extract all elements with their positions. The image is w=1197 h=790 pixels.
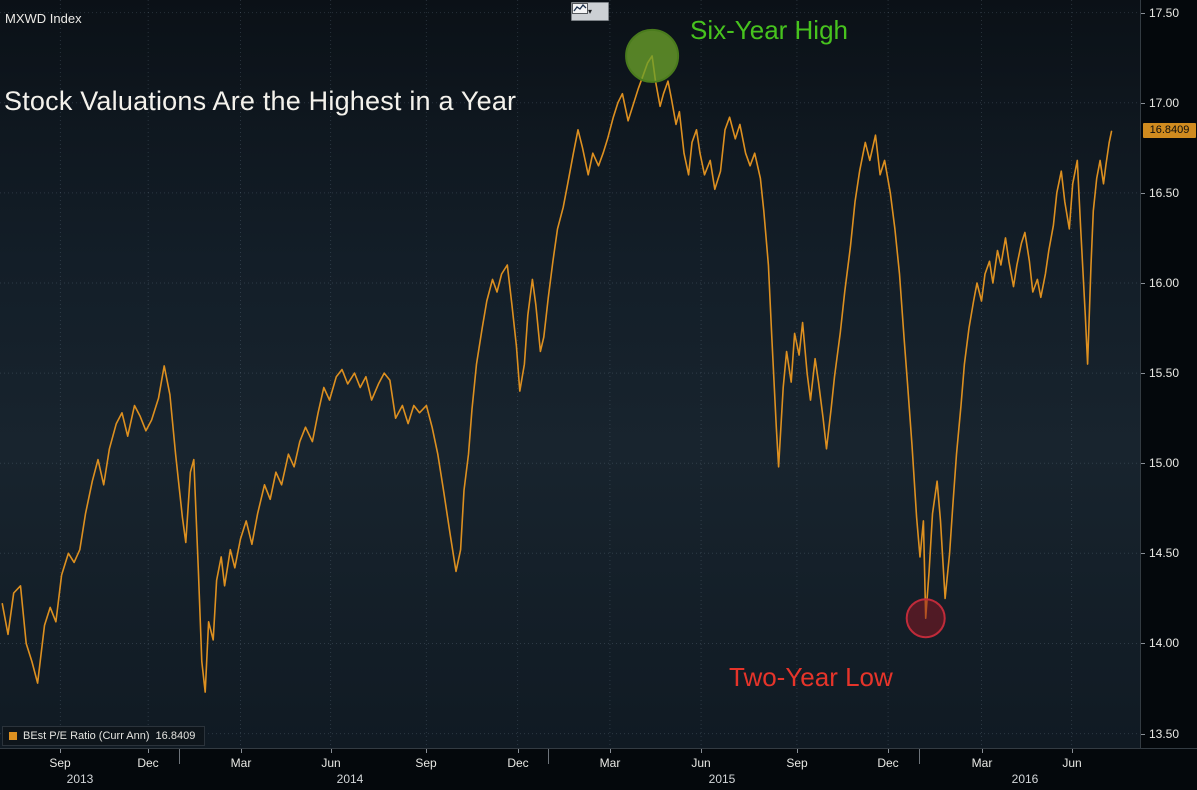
x-year-label: 2014 (336, 772, 364, 786)
right-axis: 16.8409 17.50 17.00 16.50 16.00 15.50 15.00 14… (1140, 0, 1197, 748)
legend-swatch (9, 732, 17, 740)
chart-type-icon (572, 3, 588, 14)
x-month-label: Dec (507, 756, 529, 770)
year-divider-tick (179, 749, 180, 764)
legend-value: 16.8409 (155, 730, 196, 742)
x-tick-mark (701, 749, 702, 753)
y-tick-mark (1141, 463, 1145, 464)
x-tick-mark (148, 749, 149, 753)
x-year-label: 2015 (708, 772, 736, 786)
x-tick-mark (426, 749, 427, 753)
chart-type-button[interactable]: ▾ (571, 2, 609, 21)
x-tick-mark (982, 749, 983, 753)
x-year-label: 2016 (1011, 772, 1039, 786)
x-month-label: Jun (1062, 756, 1082, 770)
y-tick-mark (1141, 193, 1145, 194)
y-tick-label: 17.00 (1149, 96, 1180, 110)
x-month-label: Sep (786, 756, 808, 770)
legend-item[interactable]: BEst P/E Ratio (Curr Ann) 16.8409 (2, 726, 206, 746)
plot-area[interactable]: MXWD Index ▾ Stock Valuations Are the Hi… (0, 0, 1140, 748)
y-tick-label: 13.50 (1149, 727, 1180, 741)
two-year-low-marker-circle (905, 598, 946, 639)
y-tick-mark (1141, 643, 1145, 644)
y-tick-mark (1141, 283, 1145, 284)
y-tick-mark (1141, 103, 1145, 104)
y-tick-mark (1141, 553, 1145, 554)
x-month-label: Jun (321, 756, 341, 770)
x-month-label: Mar (971, 756, 993, 770)
security-label: MXWD Index (5, 11, 82, 26)
x-tick-mark (241, 749, 242, 753)
x-tick-mark (610, 749, 611, 753)
two-year-low-label: Two-Year Low (729, 662, 893, 692)
x-tick-mark (1072, 749, 1073, 753)
x-year-label: 2013 (66, 772, 94, 786)
price-chart-svg (0, 0, 1140, 748)
y-tick-mark (1141, 734, 1145, 735)
x-tick-mark (331, 749, 332, 753)
year-divider-tick (548, 749, 549, 764)
x-month-label: Dec (137, 756, 159, 770)
y-tick-label: 17.50 (1149, 6, 1180, 20)
x-tick-mark (888, 749, 889, 753)
y-tick-label: 15.50 (1149, 366, 1180, 380)
x-month-label: Mar (599, 756, 621, 770)
x-month-label: Jun (691, 756, 711, 770)
y-tick-label: 14.00 (1149, 636, 1180, 650)
legend-series-label: BEst P/E Ratio (Curr Ann) (23, 730, 150, 742)
x-month-label: Sep (415, 756, 437, 770)
bottom-axis: Sep Dec Mar Jun Sep Dec Mar Jun Sep Dec Mar Jun 2013… (0, 748, 1197, 790)
last-price-badge: 16.8409 (1143, 123, 1196, 138)
year-divider-tick (919, 749, 920, 764)
x-month-label: Dec (877, 756, 899, 770)
x-month-label: Mar (230, 756, 252, 770)
x-tick-mark (60, 749, 61, 753)
y-tick-label: 16.50 (1149, 186, 1180, 200)
y-tick-label: 15.00 (1149, 456, 1180, 470)
y-tick-mark (1141, 373, 1145, 374)
chart-title: Stock Valuations Are the Highest in a Ye… (4, 86, 517, 116)
x-tick-mark (518, 749, 519, 753)
x-month-label: Sep (49, 756, 71, 770)
y-tick-label: 14.50 (1149, 546, 1180, 560)
y-tick-label: 16.00 (1149, 276, 1180, 290)
y-tick-mark (1141, 13, 1145, 14)
six-year-high-label: Six-Year High (690, 15, 849, 45)
six-year-high-marker-circle (625, 28, 680, 83)
x-tick-mark (797, 749, 798, 753)
price-line (1, 55, 1113, 693)
chevron-down-icon: ▾ (587, 6, 592, 16)
